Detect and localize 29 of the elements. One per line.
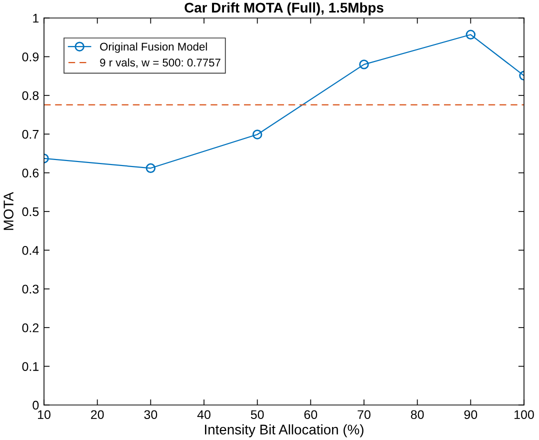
x-tick-label: 70 — [358, 410, 370, 420]
y-tick-label: 0.6 — [22, 168, 39, 178]
legend-label: 9 r vals, w = 500: 0.7757 — [100, 58, 220, 68]
y-axis-title: MOTA — [4, 192, 14, 230]
y-tick-label: 0.3 — [22, 284, 39, 294]
y-tick-label: 0.5 — [22, 207, 39, 216]
x-tick-label: 10 — [38, 410, 50, 420]
x-tick-label: 20 — [91, 410, 104, 420]
y-tick-label: 0.7 — [22, 130, 39, 139]
x-tick-label: 100 — [514, 410, 534, 420]
y-tick-label: 0.1 — [22, 362, 39, 371]
x-tick-label: 30 — [144, 410, 158, 420]
y-tick-label: 0.2 — [22, 323, 39, 332]
point — [359, 60, 369, 70]
x-tick-label: 60 — [304, 410, 318, 420]
y-tick-label: 0.4 — [22, 246, 39, 255]
legend-label: Original Fusion Model — [100, 42, 207, 53]
point — [146, 163, 156, 174]
chart-title: Car Drift MOTA (Full), 1.5Mbps — [184, 2, 384, 16]
x-axis-title: Intensity Bit Allocation (%) — [205, 424, 364, 438]
x-tick-label: 50 — [250, 410, 264, 420]
point — [252, 130, 262, 140]
x-tick-label: 80 — [410, 410, 424, 420]
y-tick-label: 0.8 — [22, 91, 39, 100]
y-tick-label: 0.9 — [22, 52, 39, 62]
y-tick-label: 0 — [32, 400, 39, 410]
x-tick-label: 40 — [197, 410, 210, 420]
y-tick-label: 1 — [33, 14, 39, 23]
x-tick-label: 90 — [464, 410, 478, 420]
